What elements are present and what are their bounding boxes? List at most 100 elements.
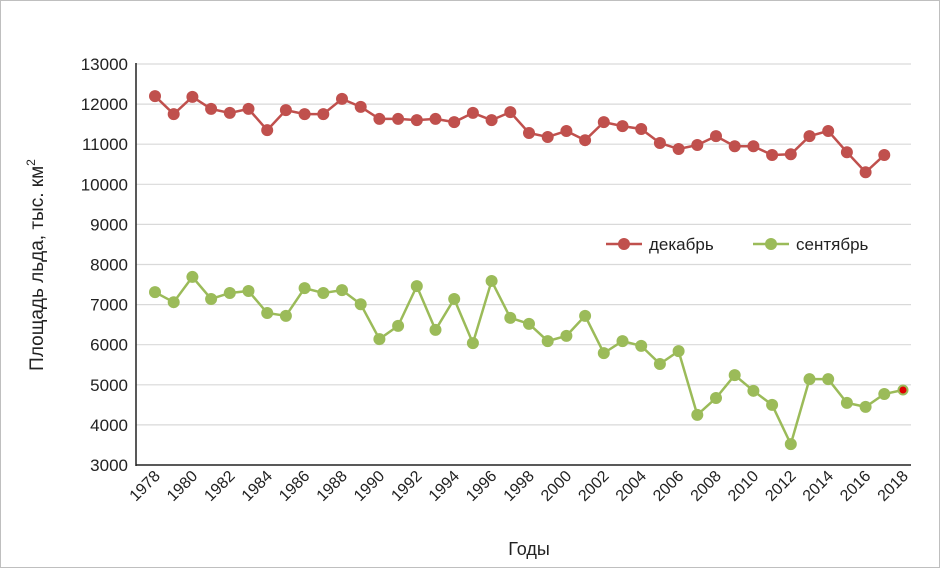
x-tick-label: 1984 xyxy=(239,468,276,505)
legend-label: сентябрь xyxy=(796,235,869,254)
series-line xyxy=(154,274,904,448)
data-point xyxy=(410,280,423,293)
data-point xyxy=(298,108,311,121)
data-point xyxy=(784,148,797,161)
x-tick-label: 2006 xyxy=(650,468,687,505)
data-point xyxy=(373,333,386,346)
x-tick-label: 2010 xyxy=(725,468,762,505)
x-tick-label: 2014 xyxy=(800,468,837,505)
x-tick-label: 1998 xyxy=(501,468,538,505)
data-point xyxy=(803,130,816,143)
data-point xyxy=(859,166,872,179)
x-tick-label: 1982 xyxy=(201,468,238,505)
x-tick-label: 1996 xyxy=(463,468,500,505)
x-tick-label: 2000 xyxy=(538,468,575,505)
data-point xyxy=(448,292,461,305)
series-september xyxy=(149,270,909,451)
data-point xyxy=(840,146,853,159)
data-point xyxy=(205,292,218,305)
y-axis-label-sup: 2 xyxy=(24,159,38,166)
x-tick-label: 2002 xyxy=(575,468,612,505)
data-point xyxy=(186,270,199,283)
data-point xyxy=(354,100,367,113)
data-point xyxy=(728,369,741,382)
y-tick-label: 11000 xyxy=(82,135,128,154)
series-december xyxy=(149,90,891,179)
data-point xyxy=(747,140,760,153)
x-axis-label: Годы xyxy=(508,539,550,559)
data-point xyxy=(410,114,423,127)
data-point xyxy=(336,284,348,297)
x-tick-label: 2016 xyxy=(837,468,874,505)
data-point xyxy=(504,311,517,324)
data-point xyxy=(167,108,180,121)
data-point xyxy=(541,335,554,348)
legend-label: декабрь xyxy=(649,235,714,254)
data-point xyxy=(298,282,311,295)
data-point xyxy=(635,122,648,135)
data-point xyxy=(149,90,161,103)
data-point xyxy=(653,357,666,370)
data-point xyxy=(149,286,161,299)
y-axis-label-text: Площадь льда, тыс. км xyxy=(27,166,48,371)
data-point xyxy=(242,102,255,115)
y-tick-label: 13000 xyxy=(81,55,128,74)
data-point xyxy=(710,392,722,405)
data-point xyxy=(317,108,330,121)
x-tick-label: 1992 xyxy=(388,468,425,505)
data-point xyxy=(840,396,853,409)
data-point xyxy=(167,296,180,309)
x-tick-label: 1980 xyxy=(164,468,201,505)
data-point xyxy=(616,335,629,348)
y-tick-label: 5000 xyxy=(90,376,128,395)
data-point xyxy=(579,134,592,147)
data-point xyxy=(579,309,592,322)
y-tick-label: 10000 xyxy=(81,175,128,194)
data-point xyxy=(466,106,479,119)
data-point xyxy=(616,120,629,133)
data-point xyxy=(541,130,554,143)
data-point xyxy=(429,323,442,336)
data-point xyxy=(485,114,498,127)
data-point xyxy=(653,136,666,149)
data-point xyxy=(186,90,199,103)
y-tick-label: 8000 xyxy=(90,256,128,275)
data-point xyxy=(878,388,891,401)
x-tick-label: 2018 xyxy=(875,468,912,505)
data-point xyxy=(392,112,405,125)
data-point xyxy=(261,307,274,320)
x-axis-ticks: 1978 1980 1982 1984 1986 1988 1990 1992 1994 1996… xyxy=(127,468,912,505)
data-point xyxy=(878,149,891,162)
data-point xyxy=(635,339,648,352)
y-tick-label: 4000 xyxy=(90,416,128,435)
data-point xyxy=(672,345,685,358)
y-tick-label: 12000 xyxy=(81,95,128,114)
data-point xyxy=(803,373,816,386)
data-point xyxy=(466,337,479,350)
x-tick-label: 2008 xyxy=(688,468,725,505)
data-point xyxy=(261,124,274,137)
data-point xyxy=(223,106,236,119)
x-tick-label: 1978 xyxy=(127,468,164,505)
data-point xyxy=(223,286,236,299)
data-point xyxy=(354,298,367,311)
data-point xyxy=(523,317,535,330)
y-tick-label: 6000 xyxy=(90,336,128,355)
legend-marker xyxy=(765,238,777,250)
data-point xyxy=(429,112,442,125)
data-point xyxy=(766,149,779,162)
data-point xyxy=(560,329,573,342)
data-point xyxy=(822,373,835,386)
y-tick-label: 7000 xyxy=(90,296,128,315)
series-group xyxy=(149,90,909,451)
data-point xyxy=(747,384,760,397)
y-tick-label: 9000 xyxy=(90,215,128,234)
y-axis-label: Площадь льда, тыс. км2 xyxy=(24,159,48,371)
data-point xyxy=(710,130,722,143)
data-point xyxy=(859,400,872,413)
data-point xyxy=(560,124,573,137)
x-tick-label: 2004 xyxy=(613,468,650,505)
x-tick-label: 2012 xyxy=(762,468,799,505)
